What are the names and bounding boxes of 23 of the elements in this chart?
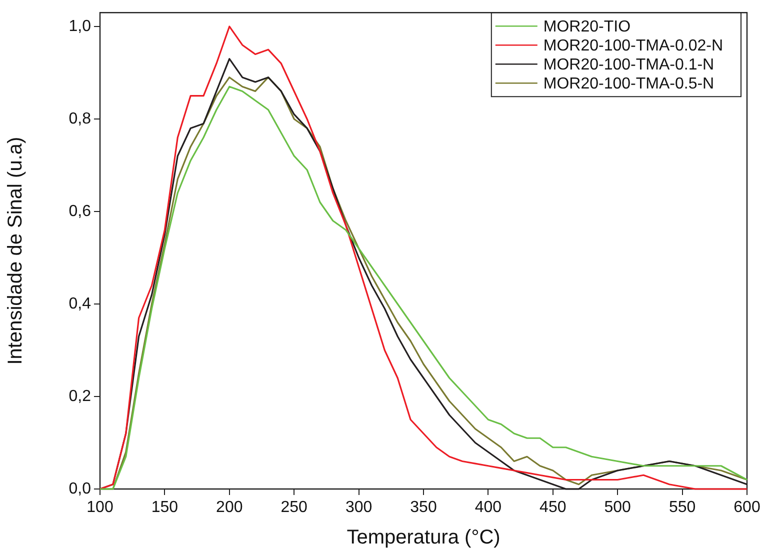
y-tick-label: 1,0 (68, 18, 92, 35)
x-tick-label: 500 (604, 499, 632, 516)
x-axis-title: Temperatura (°C) (346, 526, 500, 549)
legend-label: MOR20-100-TMA-0.02-N (543, 38, 724, 55)
y-tick-label: 0,0 (68, 480, 92, 498)
x-tick-label: 450 (540, 499, 566, 516)
y-axis-title: Intensidade de Sinal (u.a) (4, 136, 27, 365)
x-tick-label: 550 (668, 499, 696, 516)
legend-label: MOR20-100-TMA-0.5-N (543, 76, 714, 93)
legend-label: MOR20-TIO (543, 18, 631, 36)
x-tick-label: 350 (410, 499, 437, 516)
y-tick-label: 0,2 (68, 388, 92, 405)
x-tick-label: 400 (474, 499, 502, 516)
x-tick-label: 200 (216, 499, 243, 516)
y-tick-label: 0,4 (68, 295, 92, 312)
y-tick-label: 0,6 (68, 202, 92, 220)
y-tick-label: 0,8 (68, 110, 92, 128)
legend-label: MOR20-100-TMA-0.1-N (543, 56, 714, 74)
x-tick-label: 300 (345, 499, 372, 516)
x-tick-label: 250 (280, 499, 308, 516)
x-tick-label: 100 (86, 499, 114, 516)
x-tick-label: 600 (734, 499, 760, 516)
x-tick-label: 150 (151, 499, 178, 516)
